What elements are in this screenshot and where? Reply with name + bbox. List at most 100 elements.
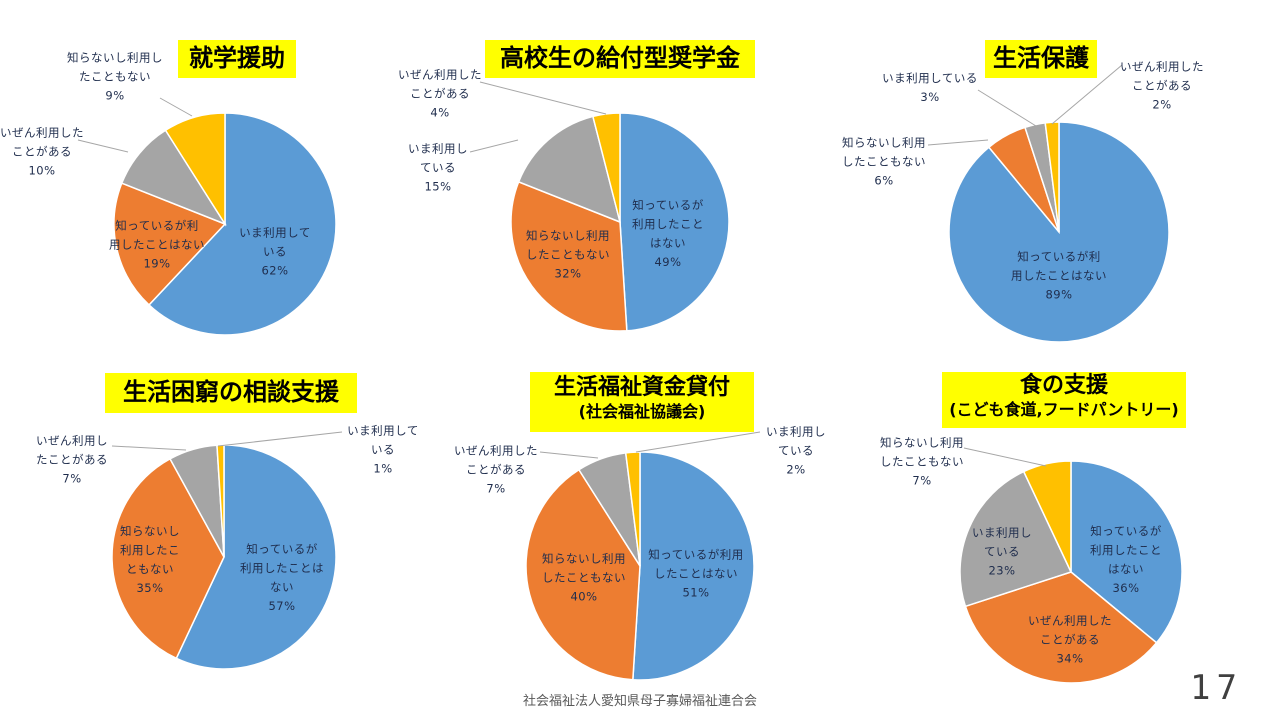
slice-category-label: ともない [126,562,174,576]
slice-percent-label: 7% [912,473,932,488]
leader-line [111,445,187,451]
pie-slice [632,451,755,681]
slice-category-label: ことがある [12,144,72,159]
chart-title-text: 生活困窮の相談支援 [123,378,339,406]
slice-data-label: 知らないし利用 したこともない 6% [842,134,926,191]
slice-category-label: いま利用し [972,525,1032,540]
slice-percent-label: 2% [786,462,806,477]
slice-percent-label: 3% [920,90,940,104]
slice-category-label: 知らないし利用 [526,228,610,243]
slice-category-label: 用したことはない [1011,268,1107,283]
leader-line [1051,64,1123,125]
slice-percent-label: 35% [136,581,164,595]
chart-title-3: 生活保護 [985,40,1097,78]
slice-category-label: ことがある [1132,78,1192,93]
page-number: 17 [1190,668,1243,708]
leader-line [927,139,989,146]
slice-category-label: 利用したこと [632,217,704,231]
slice-data-label: 知らないし利用 したこともない 40% [542,550,626,607]
slice-data-label: いま利用し ている 15% [408,140,468,197]
slice-data-label: いま利用して いる 62% [239,224,311,281]
chart-title-4: 生活困窮の相談支援 [105,373,357,413]
slice-category-label: 知らないし利用 [542,551,626,566]
leader-line [217,431,343,447]
chart-title-2: 高校生の給付型奨学金 [485,40,755,78]
slice-category-label: したこともない [880,454,964,469]
slice-category-label: たことがある [36,452,108,467]
chart-title-text: 生活福祉資金貸付 [553,375,730,400]
pie-slice [1044,121,1060,233]
slice-percent-label: 36% [1112,581,1140,595]
slice-category-label: いぜん利用した [0,125,84,140]
slice-percent-label: 10% [28,163,56,178]
slice-category-label: ている [984,544,1020,559]
slice-category-label: 知っているが [1090,524,1162,538]
slice-category-label: たこともない [79,69,151,84]
slice-category-label: はない [1108,562,1144,576]
slice-category-label: いぜん利用した [1028,613,1112,628]
leader-line [539,451,599,459]
leader-line [469,139,519,153]
slice-category-label: したことはない [654,566,738,581]
slice-percent-label: 40% [570,589,598,604]
slice-category-label: いる [263,244,287,259]
slice-percent-label: 2% [1152,97,1172,112]
slice-category-label: したこともない [526,247,610,262]
slice-data-label: いぜん利用した ことがある 10% [0,124,84,181]
pie-slice [510,180,628,332]
slice-category-label: いぜん利用し [36,433,108,448]
slice-data-label: 知らないし 利用したこ ともない 35% [120,522,180,598]
slice-category-label: ない [270,580,294,594]
slice-category-label: 利用したこ [120,543,180,557]
slice-category-label: 知っているが利 [115,218,199,233]
pie-slice [517,115,622,224]
slice-category-label: 利用したこと [1090,543,1162,557]
slice-percent-label: 6% [874,173,894,188]
slice-category-label: はない [650,236,686,250]
slice-category-label: いま利用して [239,225,311,240]
slice-category-label: 知っているが [246,542,318,556]
chart-title-1: 就学援助 [178,40,296,78]
pie-slice [619,112,730,332]
slice-percent-label: 57% [268,599,296,613]
slice-data-label: いぜん利用した ことがある 2% [1120,58,1204,115]
slice-data-label: いぜん利用した ことがある 34% [1028,612,1112,669]
slice-data-label: いま利用している 3% [882,69,978,107]
slice-percent-label: 7% [486,481,506,496]
slice-category-label: 知っているが [632,198,704,212]
slice-category-label: したこともない [842,154,926,169]
pie-slice [624,451,641,567]
pie-slice [147,112,337,336]
slice-category-label: 知らないし利用 [880,435,964,450]
slice-category-label: ことがある [1040,632,1100,647]
pie-slice [164,112,226,227]
slice-percent-label: 34% [1056,651,1084,666]
slice-percent-label: 62% [261,263,289,278]
leader-line [963,447,1047,467]
chart-title-text: 高校生の給付型奨学金 [500,44,740,72]
pie-slice [111,457,225,660]
slice-data-label: 知っているが 利用したこと はない 36% [1090,522,1162,598]
pie-slice [175,444,337,670]
slice-percent-label: 7% [62,471,82,486]
slice-percent-label: 9% [105,88,125,103]
chart-title-6: 食の支援 (こども食道,フードパントリー) [942,372,1186,428]
leader-line [159,97,193,117]
leader-line [635,431,761,453]
slice-data-label: いま利用している 23% [972,524,1032,581]
slice-category-label: ている [420,160,456,175]
slice-category-label: いま利用し [766,424,826,439]
leader-line [977,89,1037,127]
chart-subtitle-text: (こども食道,フードパントリー) [949,399,1179,419]
chart-title-5: 生活福祉資金貸付 (社会福祉協議会) [530,372,754,432]
slice-category-label: 知っているが利 [1017,249,1101,264]
slice-category-label: いま利用し [408,141,468,156]
slice-percent-label: 89% [1045,287,1073,302]
slice-data-label: 知っているが利 用したことはない 19% [109,217,205,274]
slice-data-label: 知っているが利用 したことはない 51% [648,546,743,603]
slice-percent-label: 23% [988,563,1016,578]
